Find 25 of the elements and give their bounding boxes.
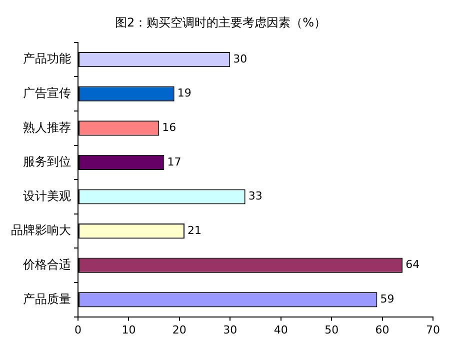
- chart-title: 图2：购买空调时的主要考虑因素（%）: [114, 15, 326, 30]
- x-tick-label: 30: [223, 323, 238, 336]
- x-tick-label: 50: [324, 323, 339, 336]
- x-tick-label: 0: [74, 323, 82, 336]
- x-tick-label: 40: [274, 323, 288, 336]
- y-tick-label: 广告宣传: [23, 86, 71, 100]
- data-label: 30: [233, 52, 248, 66]
- x-tick-label: 10: [122, 323, 136, 336]
- y-tick-label: 设计美观: [23, 188, 71, 203]
- y-tick-label: 价格合适: [22, 257, 71, 272]
- data-label: 64: [406, 258, 420, 272]
- x-tick-label: 70: [426, 323, 440, 336]
- data-label: 19: [177, 86, 192, 100]
- data-label: 17: [167, 155, 182, 168]
- y-tick-label: 品牌影响大: [11, 223, 71, 238]
- y-tick-label: 服务到位: [23, 154, 71, 169]
- y-tick-label: 产品质量: [23, 292, 71, 306]
- x-tick-label: 60: [375, 323, 390, 336]
- data-label: 16: [162, 121, 176, 134]
- x-tick-label: 20: [172, 323, 186, 336]
- data-label: 33: [248, 190, 262, 203]
- data-label: 59: [380, 292, 394, 306]
- y-tick-label: 熟人推荐: [23, 120, 71, 134]
- data-label: 21: [188, 224, 202, 237]
- y-tick-label: 产品功能: [23, 52, 71, 66]
